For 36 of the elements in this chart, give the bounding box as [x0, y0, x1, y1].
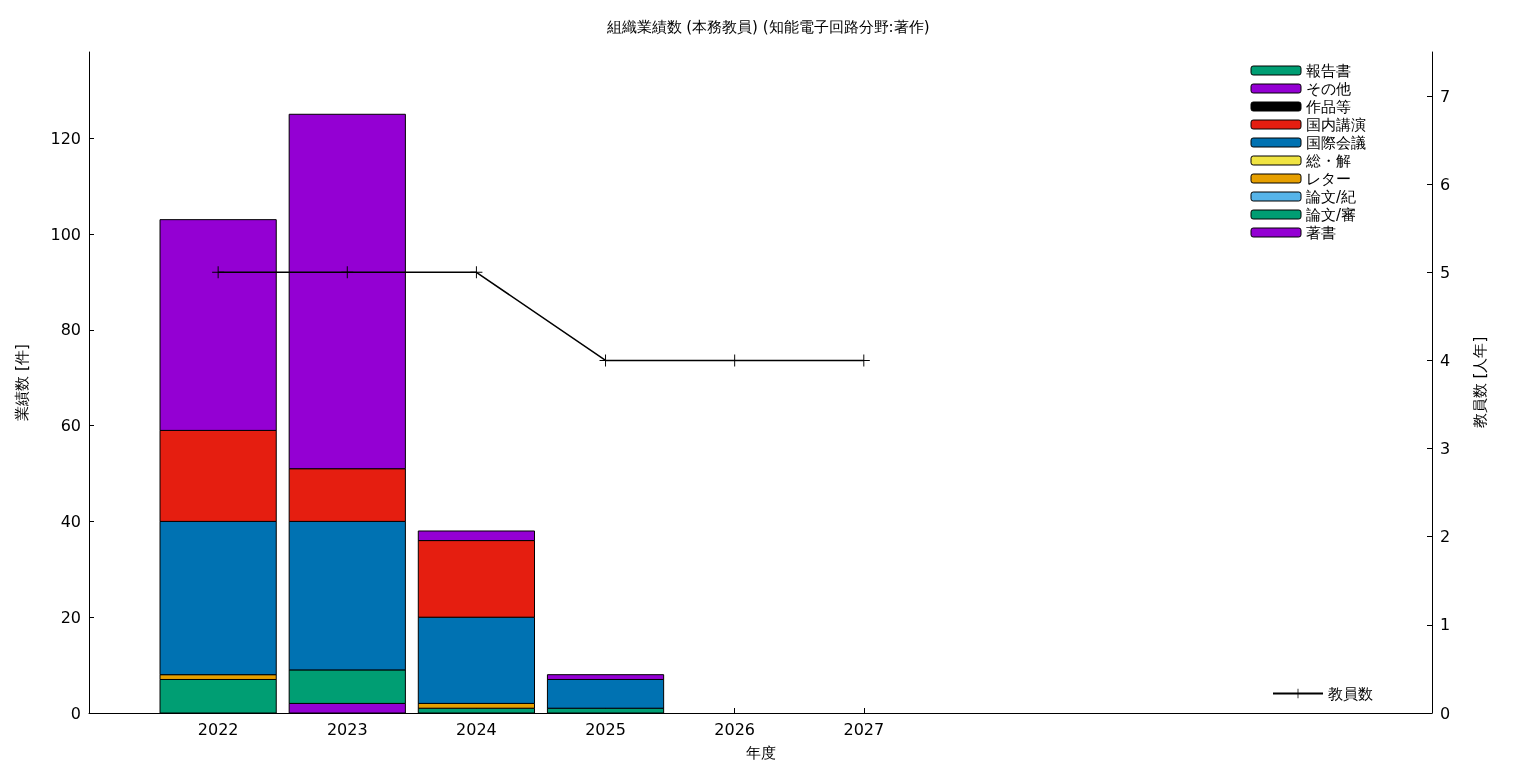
x-tick-label: 2027: [843, 719, 885, 739]
y-axis-title: 業績数 [件]: [12, 344, 31, 421]
legend-label: 作品等: [1305, 97, 1351, 116]
y-tick-label: 0: [70, 703, 81, 723]
legend-label: 総・解: [1305, 151, 1351, 170]
y2-tick-label: 0: [1440, 703, 1451, 723]
legend-label: 著書: [1306, 223, 1336, 242]
y2-axis-title: 教員数 [人年]: [1470, 336, 1489, 429]
y-tick-label: 100: [50, 224, 81, 244]
y-tick-label: 120: [50, 128, 81, 148]
y2-tick-label: 3: [1440, 439, 1451, 459]
legend-label: 国内講演: [1306, 115, 1366, 134]
legend-label: 教員数: [1328, 684, 1373, 703]
chart-title: 組織業績数 (本務教員) (知能電子回路分野:著作): [605, 17, 930, 36]
y2-tick-label: 4: [1440, 350, 1451, 370]
y-tick-label: 20: [60, 607, 81, 627]
x-tick-label: 2023: [326, 719, 368, 739]
legend-label: 国際会議: [1306, 133, 1366, 152]
y2-tick-label: 2: [1440, 527, 1451, 547]
x-tick-label: 2022: [197, 719, 239, 739]
legend-label: その他: [1306, 79, 1351, 98]
y2-tick-label: 5: [1440, 262, 1451, 282]
legend-label: レター: [1306, 169, 1351, 188]
y-tick-label: 40: [60, 511, 81, 531]
y2-tick-label: 7: [1440, 86, 1451, 106]
y2-tick-label: 6: [1440, 174, 1451, 194]
y-tick-label: 80: [60, 320, 81, 340]
x-tick-label: 2025: [585, 719, 626, 739]
legend-label: 論文/紀: [1306, 187, 1357, 206]
x-axis-title: 年度: [745, 743, 776, 762]
legend-label: 論文/審: [1306, 205, 1357, 224]
legend-label: 報告書: [1306, 61, 1351, 80]
y2-tick-label: 1: [1440, 615, 1451, 635]
x-tick-label: 2024: [456, 719, 497, 739]
y-tick-label: 60: [60, 416, 81, 436]
x-tick-label: 2026: [714, 719, 756, 739]
